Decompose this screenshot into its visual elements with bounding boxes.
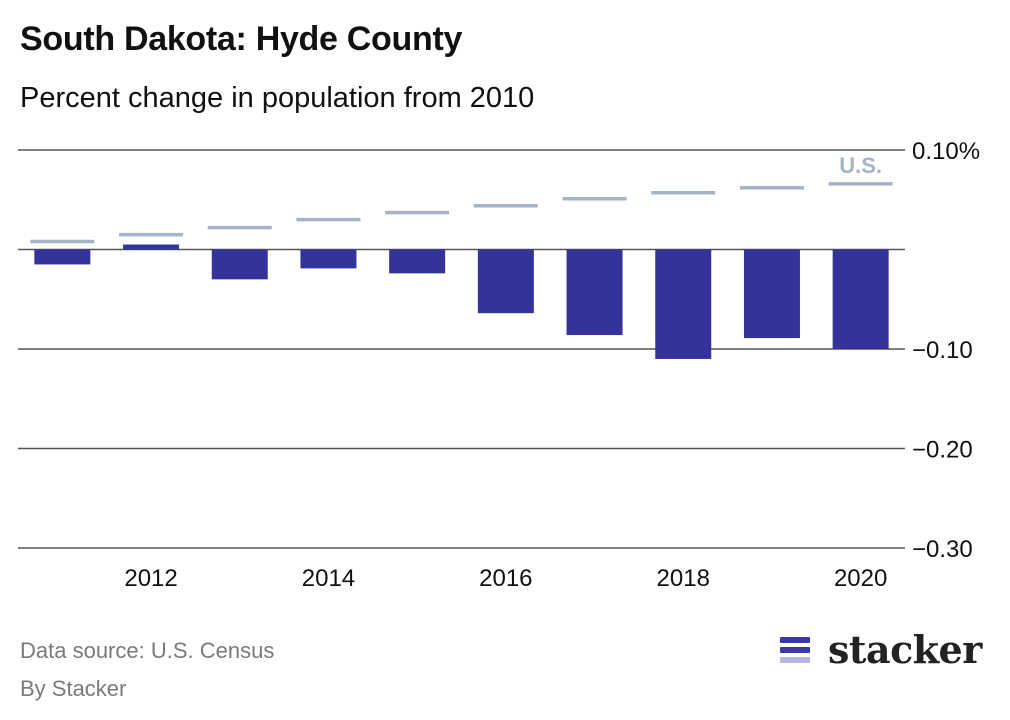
x-tick-label: 2018 xyxy=(657,565,710,592)
bar xyxy=(655,249,712,359)
chart-subtitle: Percent change in population from 2010 xyxy=(20,82,535,114)
bar xyxy=(743,249,800,339)
bar xyxy=(832,249,889,349)
x-tick-label: 2014 xyxy=(302,565,355,592)
bar xyxy=(477,249,534,314)
x-tick-label: 2020 xyxy=(834,565,887,592)
x-tick-label: 2016 xyxy=(479,565,532,592)
stacker-wordmark: stacker xyxy=(828,627,982,672)
y-tick-label: −0.30 xyxy=(912,536,973,563)
bar xyxy=(566,249,623,336)
y-tick-label: −0.10 xyxy=(912,337,973,364)
byline: By Stacker xyxy=(20,676,127,701)
chart-title: South Dakota: Hyde County xyxy=(20,20,463,58)
y-tick-label: 0.10% xyxy=(912,138,980,165)
y-tick-label: −0.20 xyxy=(912,437,973,464)
x-tick-label: 2012 xyxy=(124,565,177,592)
stacker-logo-icon xyxy=(780,636,810,663)
bar xyxy=(300,249,357,269)
data-source: Data source: U.S. Census xyxy=(20,638,275,663)
bar xyxy=(123,244,180,250)
bar xyxy=(34,249,91,265)
us-series-label: U.S. xyxy=(839,153,882,178)
bar-chart: 0.10% −0.10 −0.20 −0.30 U.S. 2012 2014 2016 2018… xyxy=(18,138,980,592)
stacker-logo: stacker xyxy=(780,627,982,672)
bar xyxy=(389,249,446,274)
bar xyxy=(211,249,268,280)
